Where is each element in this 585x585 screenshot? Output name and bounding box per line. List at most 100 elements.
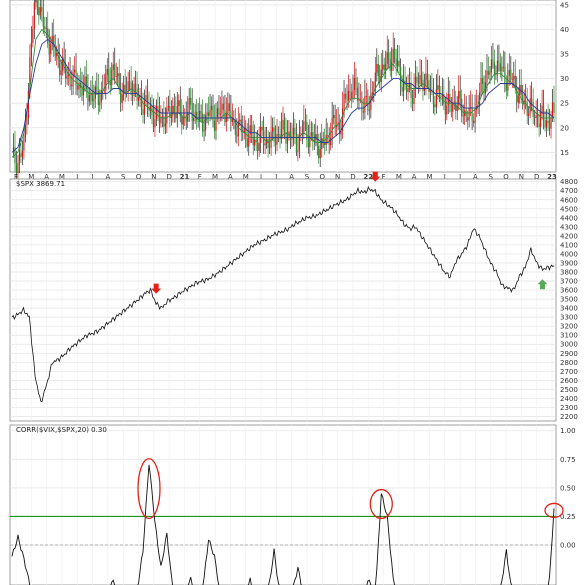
vix-candle-body <box>360 99 361 100</box>
vix-candle-body <box>110 82 111 85</box>
vix-candle-body <box>381 70 382 83</box>
vix-candle-body <box>382 65 383 70</box>
vix-candle-body <box>530 98 531 113</box>
vix-candle-body <box>46 28 47 29</box>
vix-candle-body <box>387 52 388 64</box>
vix-candle-body <box>209 110 210 116</box>
vix-candle-body <box>159 113 160 123</box>
vix-candle-body <box>305 121 306 122</box>
vix-candle-body <box>437 85 438 89</box>
vix-candle-body <box>553 102 554 113</box>
vix-tick-label: 35 <box>560 51 569 59</box>
vix-tick-label: 30 <box>560 75 569 83</box>
vix-candle-body <box>335 115 336 127</box>
vix-candle-body <box>114 64 115 76</box>
vix-candle-body <box>251 125 252 136</box>
vix-candle-body <box>510 70 511 79</box>
vix-candle-body <box>498 61 499 64</box>
vix-candle-body <box>142 109 143 115</box>
vix-candle-body <box>160 118 161 124</box>
vix-candle-body <box>445 104 446 114</box>
vix-candle-body <box>480 78 481 93</box>
vix-candle-body <box>132 95 133 96</box>
vix-candle-body <box>192 104 193 121</box>
vix-candle-body <box>332 118 333 138</box>
vix-candle-body <box>77 85 78 89</box>
vix-candle-body <box>460 91 461 99</box>
vix-candle-body <box>221 104 222 114</box>
vix-candle-body <box>376 64 377 73</box>
vix-candle-body <box>279 134 280 139</box>
vix-candle-body <box>187 112 188 122</box>
vix-candle-body <box>40 7 41 15</box>
spx-tick-label: 3100 <box>560 332 578 340</box>
spx-tick-label: 4400 <box>560 214 578 222</box>
vix-candle-body <box>425 74 426 87</box>
vix-candle-body <box>19 153 20 163</box>
vix-candle-body <box>247 138 248 146</box>
vix-tick-label: 20 <box>560 124 569 132</box>
vix-candle-body <box>22 151 23 157</box>
vix-candle-body <box>157 106 158 114</box>
vix-candle-body <box>349 91 350 93</box>
vix-candle-body <box>306 122 307 140</box>
vix-candle-body <box>205 115 206 130</box>
vix-candle-body <box>427 74 428 81</box>
vix-candle-body <box>363 111 364 112</box>
vix-candle-body <box>549 123 550 128</box>
vix-candle-body <box>315 134 316 140</box>
vix-candle-body <box>107 69 108 75</box>
vix-candle-body <box>512 79 513 80</box>
vix-candle-body <box>428 80 429 92</box>
vix-candle-body <box>212 106 213 121</box>
vix-tick-label: 15 <box>560 149 569 157</box>
vix-candle-body <box>369 110 370 111</box>
vix-tick-label: 25 <box>560 100 569 108</box>
vix-candle-body <box>203 130 204 131</box>
spx-tick-label: 4200 <box>560 232 578 240</box>
vix-candle-body <box>144 101 145 115</box>
vix-candle-body <box>193 118 194 121</box>
vix-candle-body <box>531 98 532 101</box>
vix-candle-body <box>178 100 179 105</box>
vix-candle-body <box>260 127 261 143</box>
vix-candle-body <box>416 77 417 83</box>
vix-candle-body <box>32 29 33 43</box>
vix-candle-body <box>206 112 207 115</box>
vix-candle-body <box>466 110 467 117</box>
vix-candle-body <box>26 118 27 125</box>
vix-tick-label: 45 <box>560 1 569 9</box>
vix-candle-body <box>482 78 483 84</box>
vix-candle-body <box>17 163 18 173</box>
vix-candle-body <box>467 117 468 120</box>
vix-candle-body <box>384 65 385 71</box>
vix-candle-body <box>412 98 413 104</box>
vix-candle-body <box>236 135 237 137</box>
vix-candle-body <box>215 117 216 130</box>
spx-plot-area <box>10 179 556 421</box>
spx-tick-label: 2400 <box>560 395 578 403</box>
corr-plot-area <box>10 425 556 585</box>
vix-candle-body <box>256 140 257 143</box>
vix-candle-body <box>473 121 474 123</box>
vix-candle-body <box>297 150 298 151</box>
vix-candle-body <box>391 62 392 71</box>
vix-candle-body <box>321 138 322 149</box>
spx-tick-label: 2700 <box>560 368 578 376</box>
vix-candle-body <box>361 99 362 111</box>
vix-candle-body <box>393 49 394 62</box>
vix-candle-body <box>49 44 50 54</box>
vix-candle-body <box>488 71 489 75</box>
vix-candle-body <box>153 115 154 127</box>
vix-candle-body <box>294 128 295 135</box>
vix-candle-body <box>291 139 292 140</box>
vix-candle-body <box>156 106 157 119</box>
vix-candle-body <box>284 120 285 132</box>
vix-candle-body <box>154 119 155 127</box>
vix-candle-body <box>451 104 452 112</box>
vix-candle-body <box>410 84 411 98</box>
vix-candle-body <box>183 117 184 125</box>
vix-candle-body <box>491 59 492 72</box>
vix-candle-body <box>351 92 352 98</box>
vix-candle-body <box>418 83 419 84</box>
